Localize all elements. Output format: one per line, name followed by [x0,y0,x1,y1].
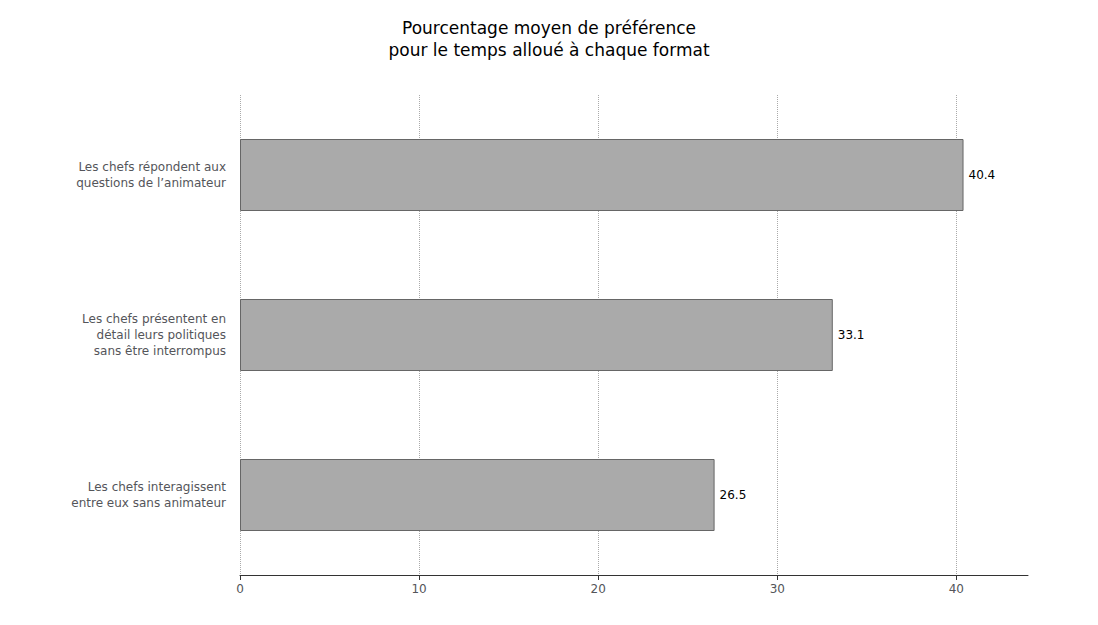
svg-text:détail leurs politiques: détail leurs politiques [97,328,226,342]
svg-text:Pourcentage moyen de préférenc: Pourcentage moyen de préférence [402,18,696,38]
svg-text:40.4: 40.4 [969,168,996,182]
svg-text:33.1: 33.1 [838,328,865,342]
svg-text:Les chefs présentent en: Les chefs présentent en [82,312,226,326]
svg-text:entre eux sans animateur: entre eux sans animateur [71,496,226,510]
svg-text:questions de l’animateur: questions de l’animateur [76,176,226,190]
svg-text:pour le temps alloué à chaque: pour le temps alloué à chaque format [388,40,709,60]
svg-text:20: 20 [591,582,606,596]
svg-text:0: 0 [236,582,244,596]
svg-text:10: 10 [411,582,426,596]
svg-text:Les chefs interagissent: Les chefs interagissent [88,480,227,494]
svg-text:40: 40 [949,582,964,596]
svg-text:sans être interrompus: sans être interrompus [94,344,226,358]
svg-text:30: 30 [770,582,785,596]
svg-text:26.5: 26.5 [720,488,747,502]
svg-text:Les chefs répondent aux: Les chefs répondent aux [78,160,226,174]
